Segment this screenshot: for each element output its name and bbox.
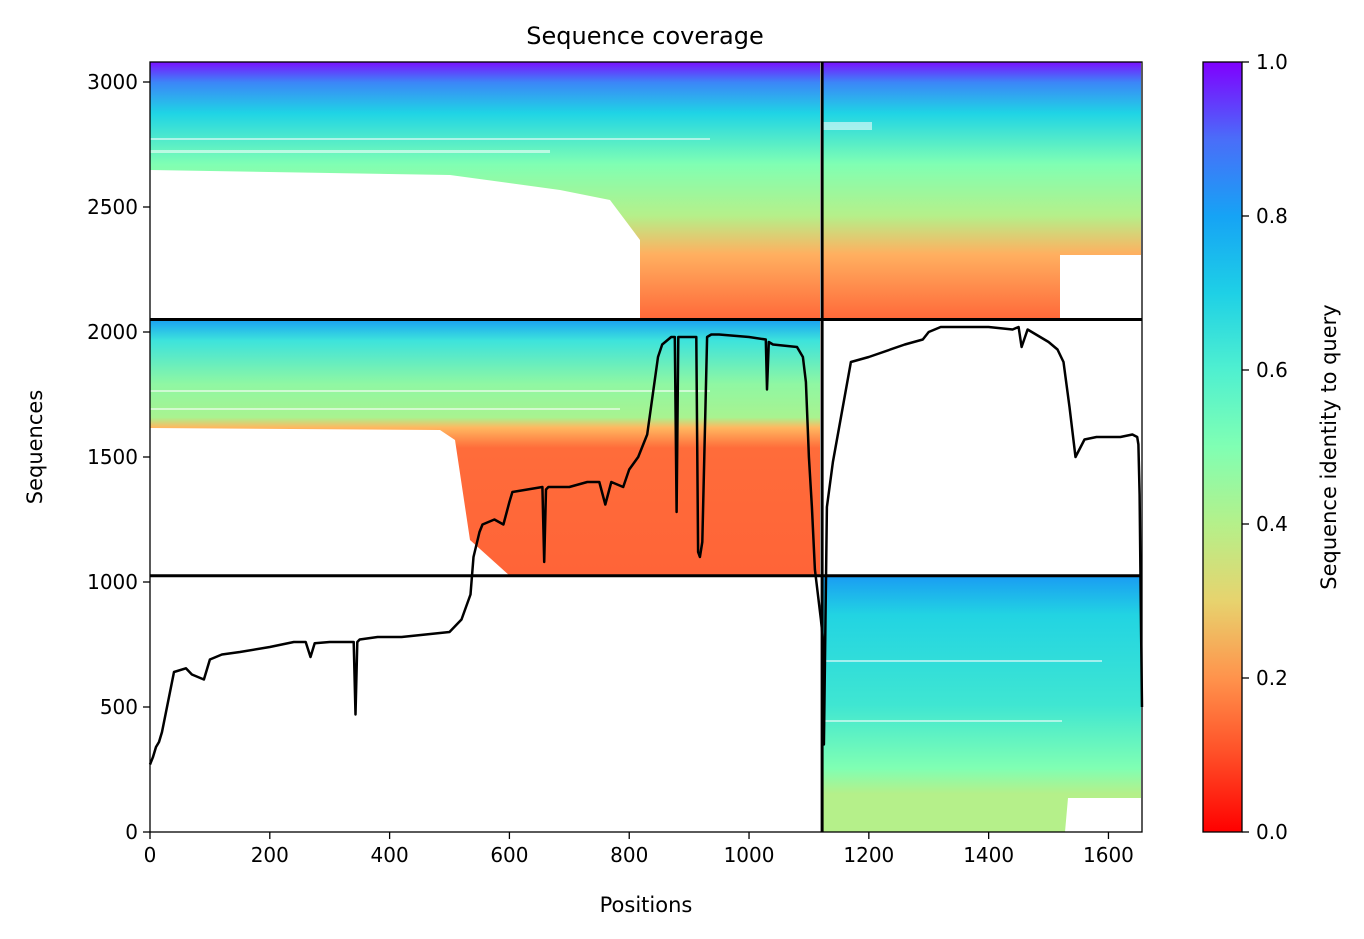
x-tick-label: 1200 [843, 843, 894, 867]
colorbar-tick-label: 0.2 [1256, 666, 1288, 690]
heatmap-block-top-right [822, 62, 1141, 318]
x-tick-label: 1600 [1083, 843, 1134, 867]
colorbar-tick-label: 0.0 [1256, 820, 1288, 844]
colorbar-tick-label: 0.8 [1256, 204, 1288, 228]
colorbar-tick-label: 0.6 [1256, 358, 1288, 382]
heatmap-block-bottom-right [822, 577, 1141, 832]
x-tick-label: 0 [144, 843, 157, 867]
colorbar-ticks: 0.0 0.2 0.4 0.6 0.8 1.0 [1242, 50, 1288, 844]
y-tick-label: 1500 [87, 445, 138, 469]
plot-frame [149, 61, 1143, 833]
heatmap-block-top-left [150, 62, 820, 318]
x-axis-ticks: 0 200 400 600 800 1000 1200 1400 1600 [144, 832, 1134, 867]
y-tick-label: 2000 [87, 320, 138, 344]
x-tick-label: 800 [610, 843, 648, 867]
x-tick-label: 1000 [724, 843, 775, 867]
y-tick-label: 500 [100, 695, 138, 719]
chart-title: Sequence coverage [526, 22, 763, 50]
heatmap-texture [150, 122, 1141, 722]
y-tick-label: 2500 [87, 195, 138, 219]
coverage-heatmap [150, 62, 1141, 832]
heatmap-block-middle-left [150, 320, 820, 576]
colorbar-tick-label: 1.0 [1256, 50, 1288, 74]
x-tick-label: 200 [251, 843, 289, 867]
x-tick-label: 400 [371, 843, 409, 867]
y-axis-ticks: 0 500 1000 1500 2000 2500 3000 [87, 70, 150, 844]
x-tick-label: 1400 [963, 843, 1014, 867]
y-tick-label: 1000 [87, 570, 138, 594]
colorbar [1202, 61, 1243, 833]
y-axis-label: Sequences [23, 390, 47, 505]
y-tick-label: 0 [125, 820, 138, 844]
block-boundaries [150, 62, 1142, 832]
coverage-line [148, 325, 1144, 765]
y-tick-label: 3000 [87, 70, 138, 94]
x-axis-label: Positions [600, 893, 693, 917]
colorbar-tick-label: 0.4 [1256, 512, 1288, 536]
colorbar-label: Sequence identity to query [1317, 304, 1341, 589]
x-tick-label: 600 [490, 843, 528, 867]
